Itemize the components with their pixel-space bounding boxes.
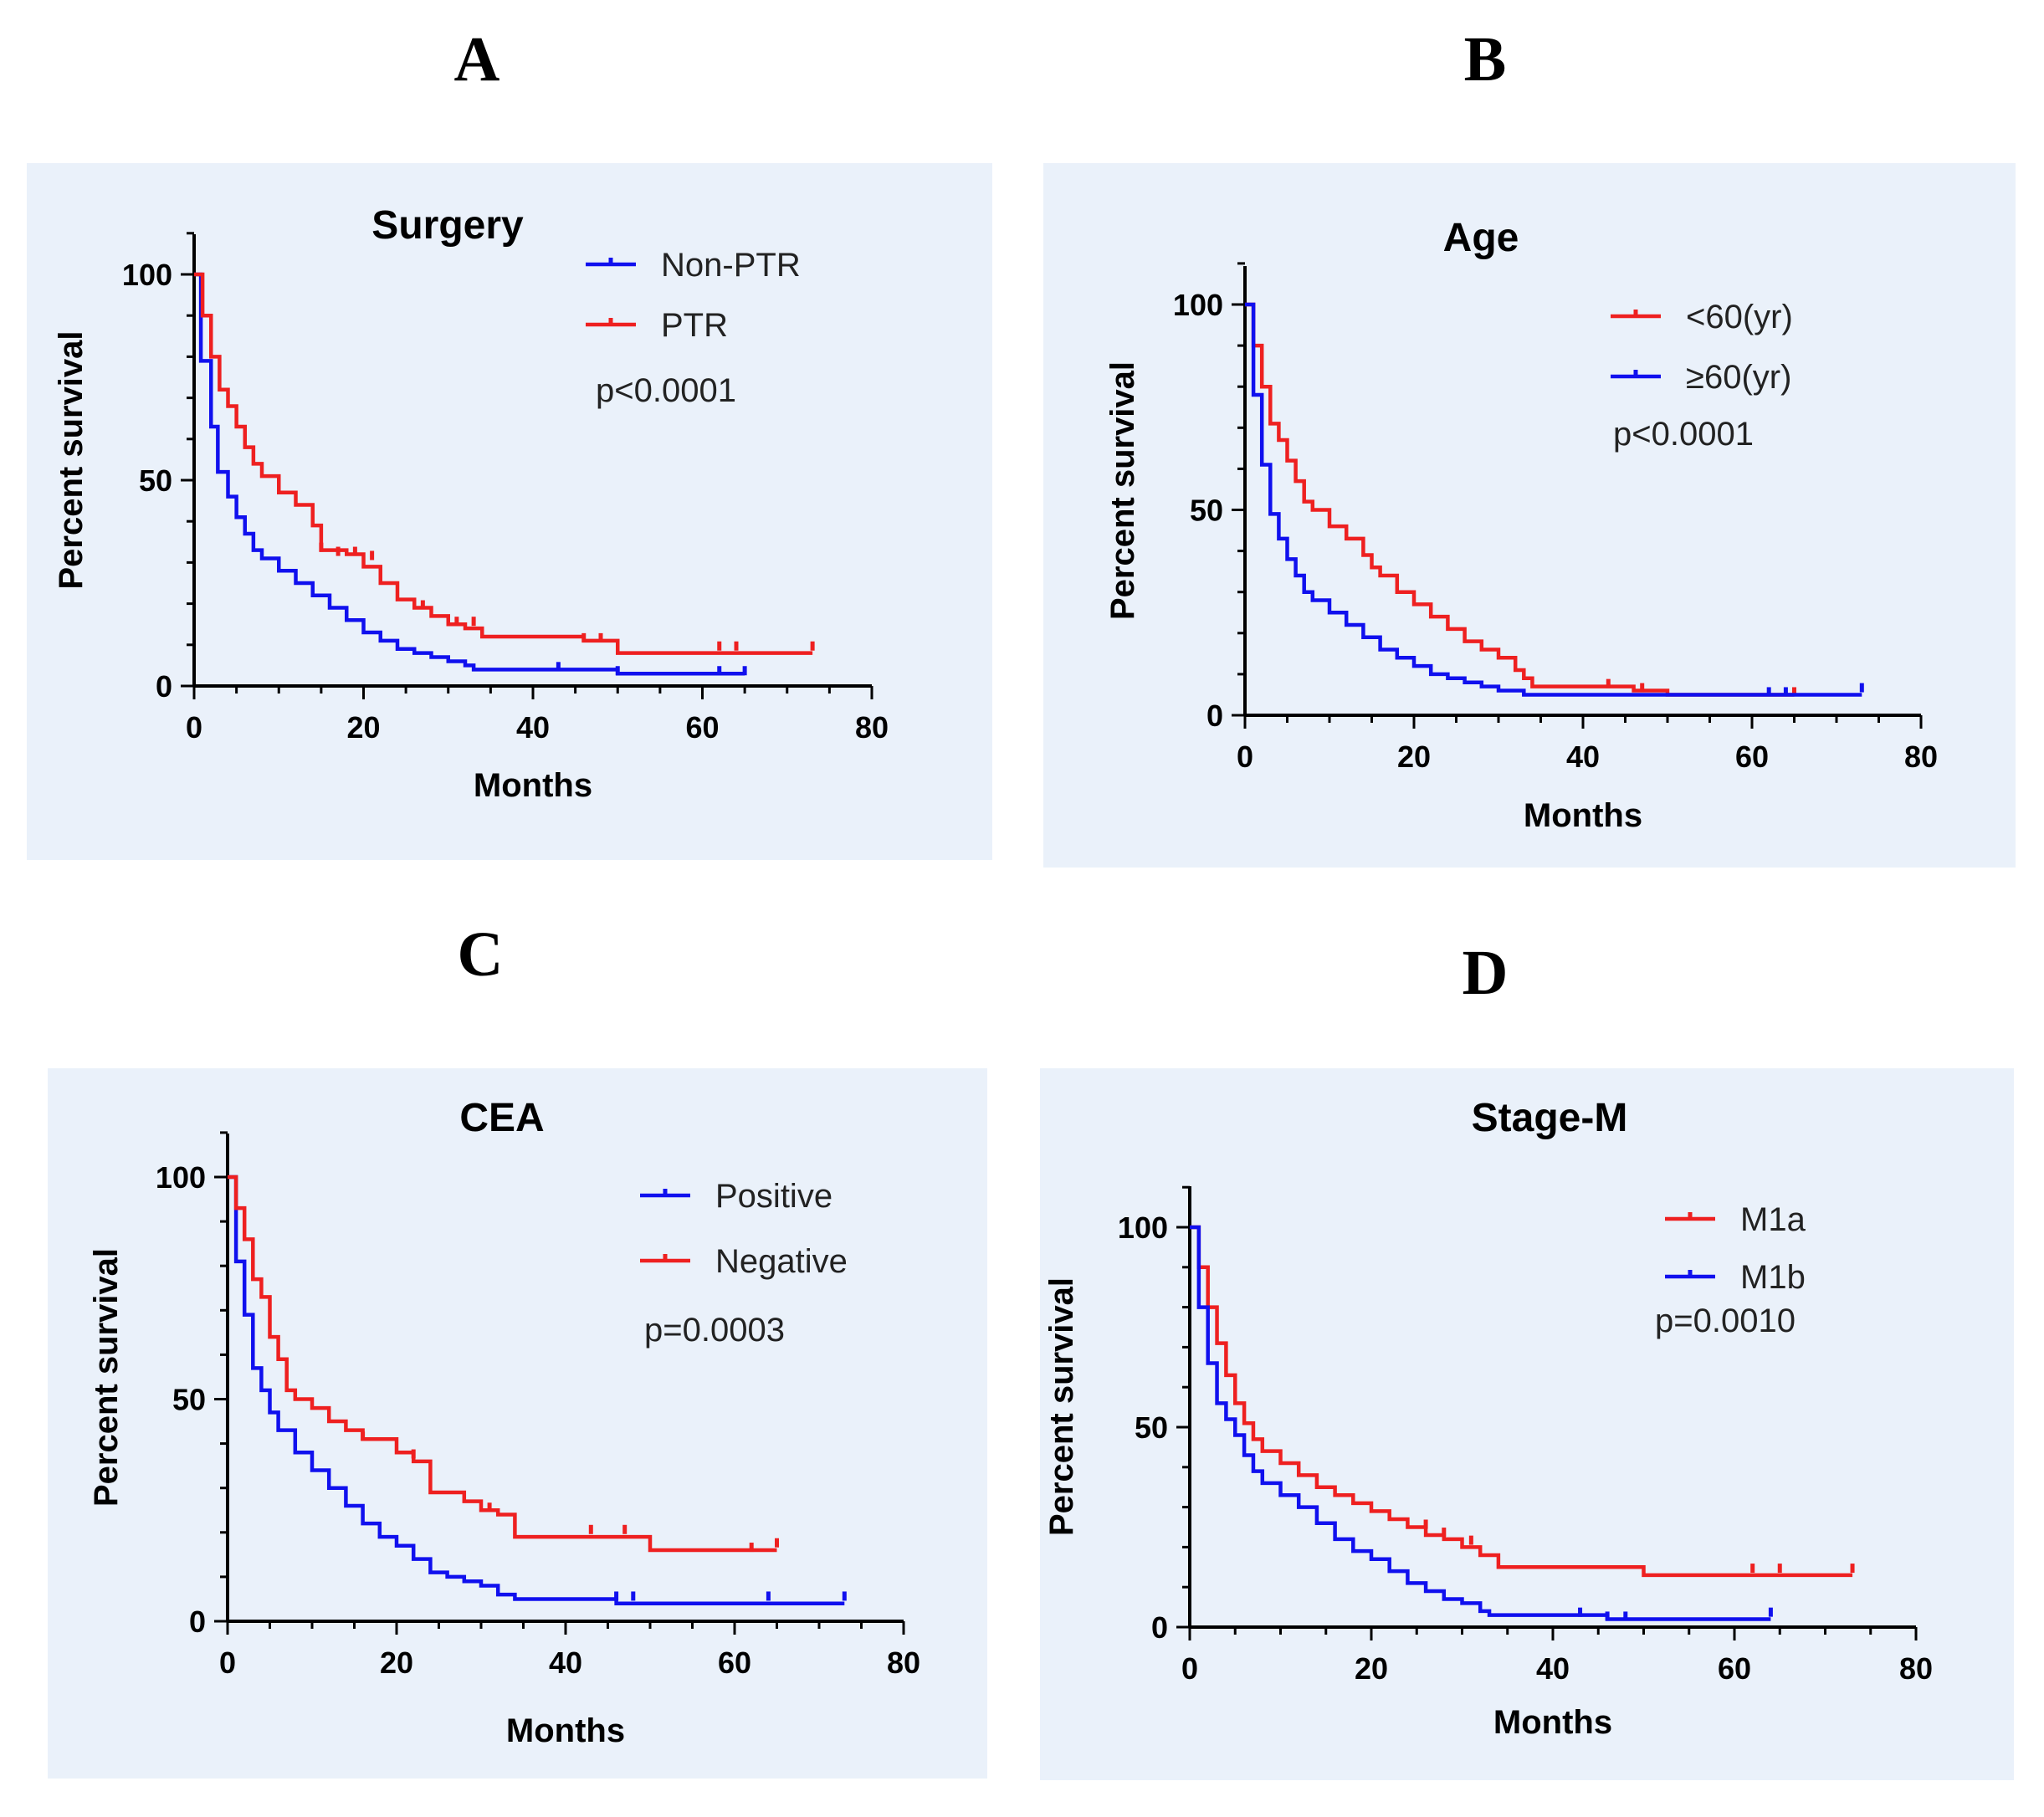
x-tick-label: 0 — [186, 710, 202, 745]
x-axis-label: Months — [506, 1712, 625, 1749]
x-tick-label: 0 — [1181, 1651, 1198, 1686]
x-tick-label: 80 — [1904, 740, 1938, 774]
x-tick-label: 20 — [1355, 1651, 1388, 1686]
x-tick-label: 60 — [1718, 1651, 1751, 1686]
panel-c-background — [48, 1068, 987, 1779]
x-tick-label: 80 — [887, 1646, 920, 1680]
y-tick-label: 100 — [122, 258, 172, 292]
y-tick-label: 50 — [1135, 1410, 1168, 1445]
y-tick-label: 0 — [156, 669, 172, 704]
legend-label-60-yr: <60(yr) — [1686, 299, 1793, 335]
legend-label-non-ptr: Non-PTR — [661, 247, 801, 284]
series-line-m1a — [1190, 1225, 1853, 1578]
p-value-label: p=0.0010 — [1655, 1303, 1796, 1339]
series-line-ptr — [194, 272, 813, 655]
series-line-positive — [228, 1175, 845, 1606]
y-axis-label: Percent survival — [88, 1248, 125, 1507]
series-line-60-yr — [1245, 302, 1862, 697]
x-tick-label: 20 — [380, 1646, 413, 1680]
series-line-60-yr — [1245, 302, 1795, 697]
y-tick-label: 50 — [172, 1383, 206, 1417]
legend-label-m1b: M1b — [1740, 1259, 1806, 1296]
legend-label-positive: Positive — [715, 1178, 832, 1215]
x-tick-label: 0 — [1237, 740, 1253, 774]
panel-b-background — [1043, 163, 2016, 868]
x-tick-label: 20 — [1397, 740, 1431, 774]
x-tick-label: 60 — [685, 710, 719, 745]
x-tick-label: 60 — [1735, 740, 1769, 774]
series-line-m1b — [1190, 1225, 1771, 1621]
legend-label-ptr: PTR — [661, 307, 728, 344]
chart-title: Surgery — [371, 203, 524, 248]
x-tick-label: 40 — [1536, 1651, 1570, 1686]
x-tick-label: 20 — [346, 710, 380, 745]
y-axis-label: Percent survival — [1043, 1277, 1080, 1536]
x-tick-label: 40 — [1566, 740, 1600, 774]
x-tick-label: 80 — [855, 710, 889, 745]
legend-label-60-yr: ≥60(yr) — [1686, 359, 1791, 396]
p-value-label: p<0.0001 — [596, 372, 736, 409]
panel-a-background — [27, 163, 992, 860]
chart-title: CEA — [459, 1096, 544, 1140]
y-tick-label: 0 — [1151, 1610, 1168, 1645]
x-axis-label: Months — [474, 767, 592, 804]
x-tick-label: 0 — [219, 1646, 236, 1680]
y-tick-label: 100 — [156, 1160, 206, 1195]
series-line-negative — [228, 1175, 777, 1553]
x-tick-label: 80 — [1899, 1651, 1933, 1686]
y-tick-label: 0 — [189, 1605, 206, 1639]
panel-d-background — [1040, 1068, 2014, 1780]
y-axis-label: Percent survival — [1104, 361, 1141, 620]
y-tick-label: 50 — [1190, 494, 1223, 528]
legend-label-m1a: M1a — [1740, 1201, 1806, 1238]
panel-label-a: A — [453, 24, 500, 95]
x-tick-label: 40 — [549, 1646, 582, 1680]
legend-label-negative: Negative — [715, 1243, 848, 1280]
chart-title: Age — [1443, 216, 1519, 260]
x-tick-label: 40 — [516, 710, 550, 745]
panel-label-d: D — [1462, 938, 1509, 1008]
chart-title: Stage-M — [1472, 1096, 1628, 1140]
y-tick-label: 100 — [1118, 1210, 1168, 1245]
x-axis-label: Months — [1524, 797, 1642, 834]
p-value-label: p=0.0003 — [644, 1312, 785, 1349]
y-axis-label: Percent survival — [53, 330, 90, 589]
p-value-label: p<0.0001 — [1613, 416, 1754, 453]
y-tick-label: 100 — [1173, 288, 1223, 322]
y-tick-label: 50 — [139, 463, 172, 498]
x-tick-label: 60 — [718, 1646, 751, 1680]
panel-label-c: C — [457, 919, 504, 990]
series-line-non-ptr — [194, 272, 745, 676]
panel-label-b: B — [1463, 24, 1507, 95]
y-tick-label: 0 — [1206, 699, 1223, 733]
x-axis-label: Months — [1493, 1704, 1612, 1741]
